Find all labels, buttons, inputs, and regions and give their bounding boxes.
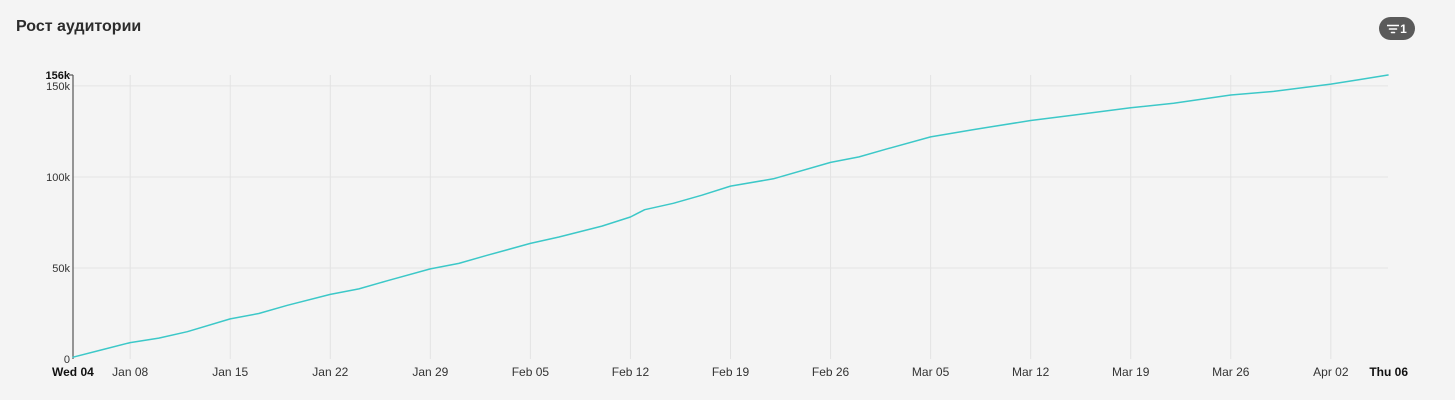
x-tick-label: Jan 15 [212,365,248,379]
x-tick-label: Mar 26 [1212,365,1250,379]
filter-count: 1 [1400,21,1407,36]
y-tick-label: 50k [52,263,70,275]
x-tick-label: Apr 02 [1313,365,1349,379]
series-line [72,74,1389,358]
x-tick-label: Jan 22 [312,365,348,379]
x-tick-label: Feb 19 [712,365,750,379]
y-tick-label: 100k [46,172,70,184]
x-tick-label: Mar 05 [912,365,950,379]
x-tick-label: Feb 12 [612,365,650,379]
chart-title: Рост аудитории [16,18,142,35]
x-tick-label: Feb 26 [812,365,850,379]
x-tick-label: Wed 04 [52,365,94,379]
filter-button[interactable]: 1 [1379,17,1415,40]
y-tick-label: 150k [46,81,70,93]
x-tick-label: Feb 05 [512,365,550,379]
y-tick-label: 0 [64,354,70,366]
x-tick-label: Thu 06 [1369,365,1408,379]
filter-icon [1387,24,1400,34]
x-tick-label: Mar 12 [1012,365,1050,379]
x-tick-label: Jan 29 [412,365,448,379]
y-tick-label: 156k [46,70,71,82]
x-tick-label: Jan 08 [112,365,148,379]
x-tick-label: Mar 19 [1112,365,1150,379]
